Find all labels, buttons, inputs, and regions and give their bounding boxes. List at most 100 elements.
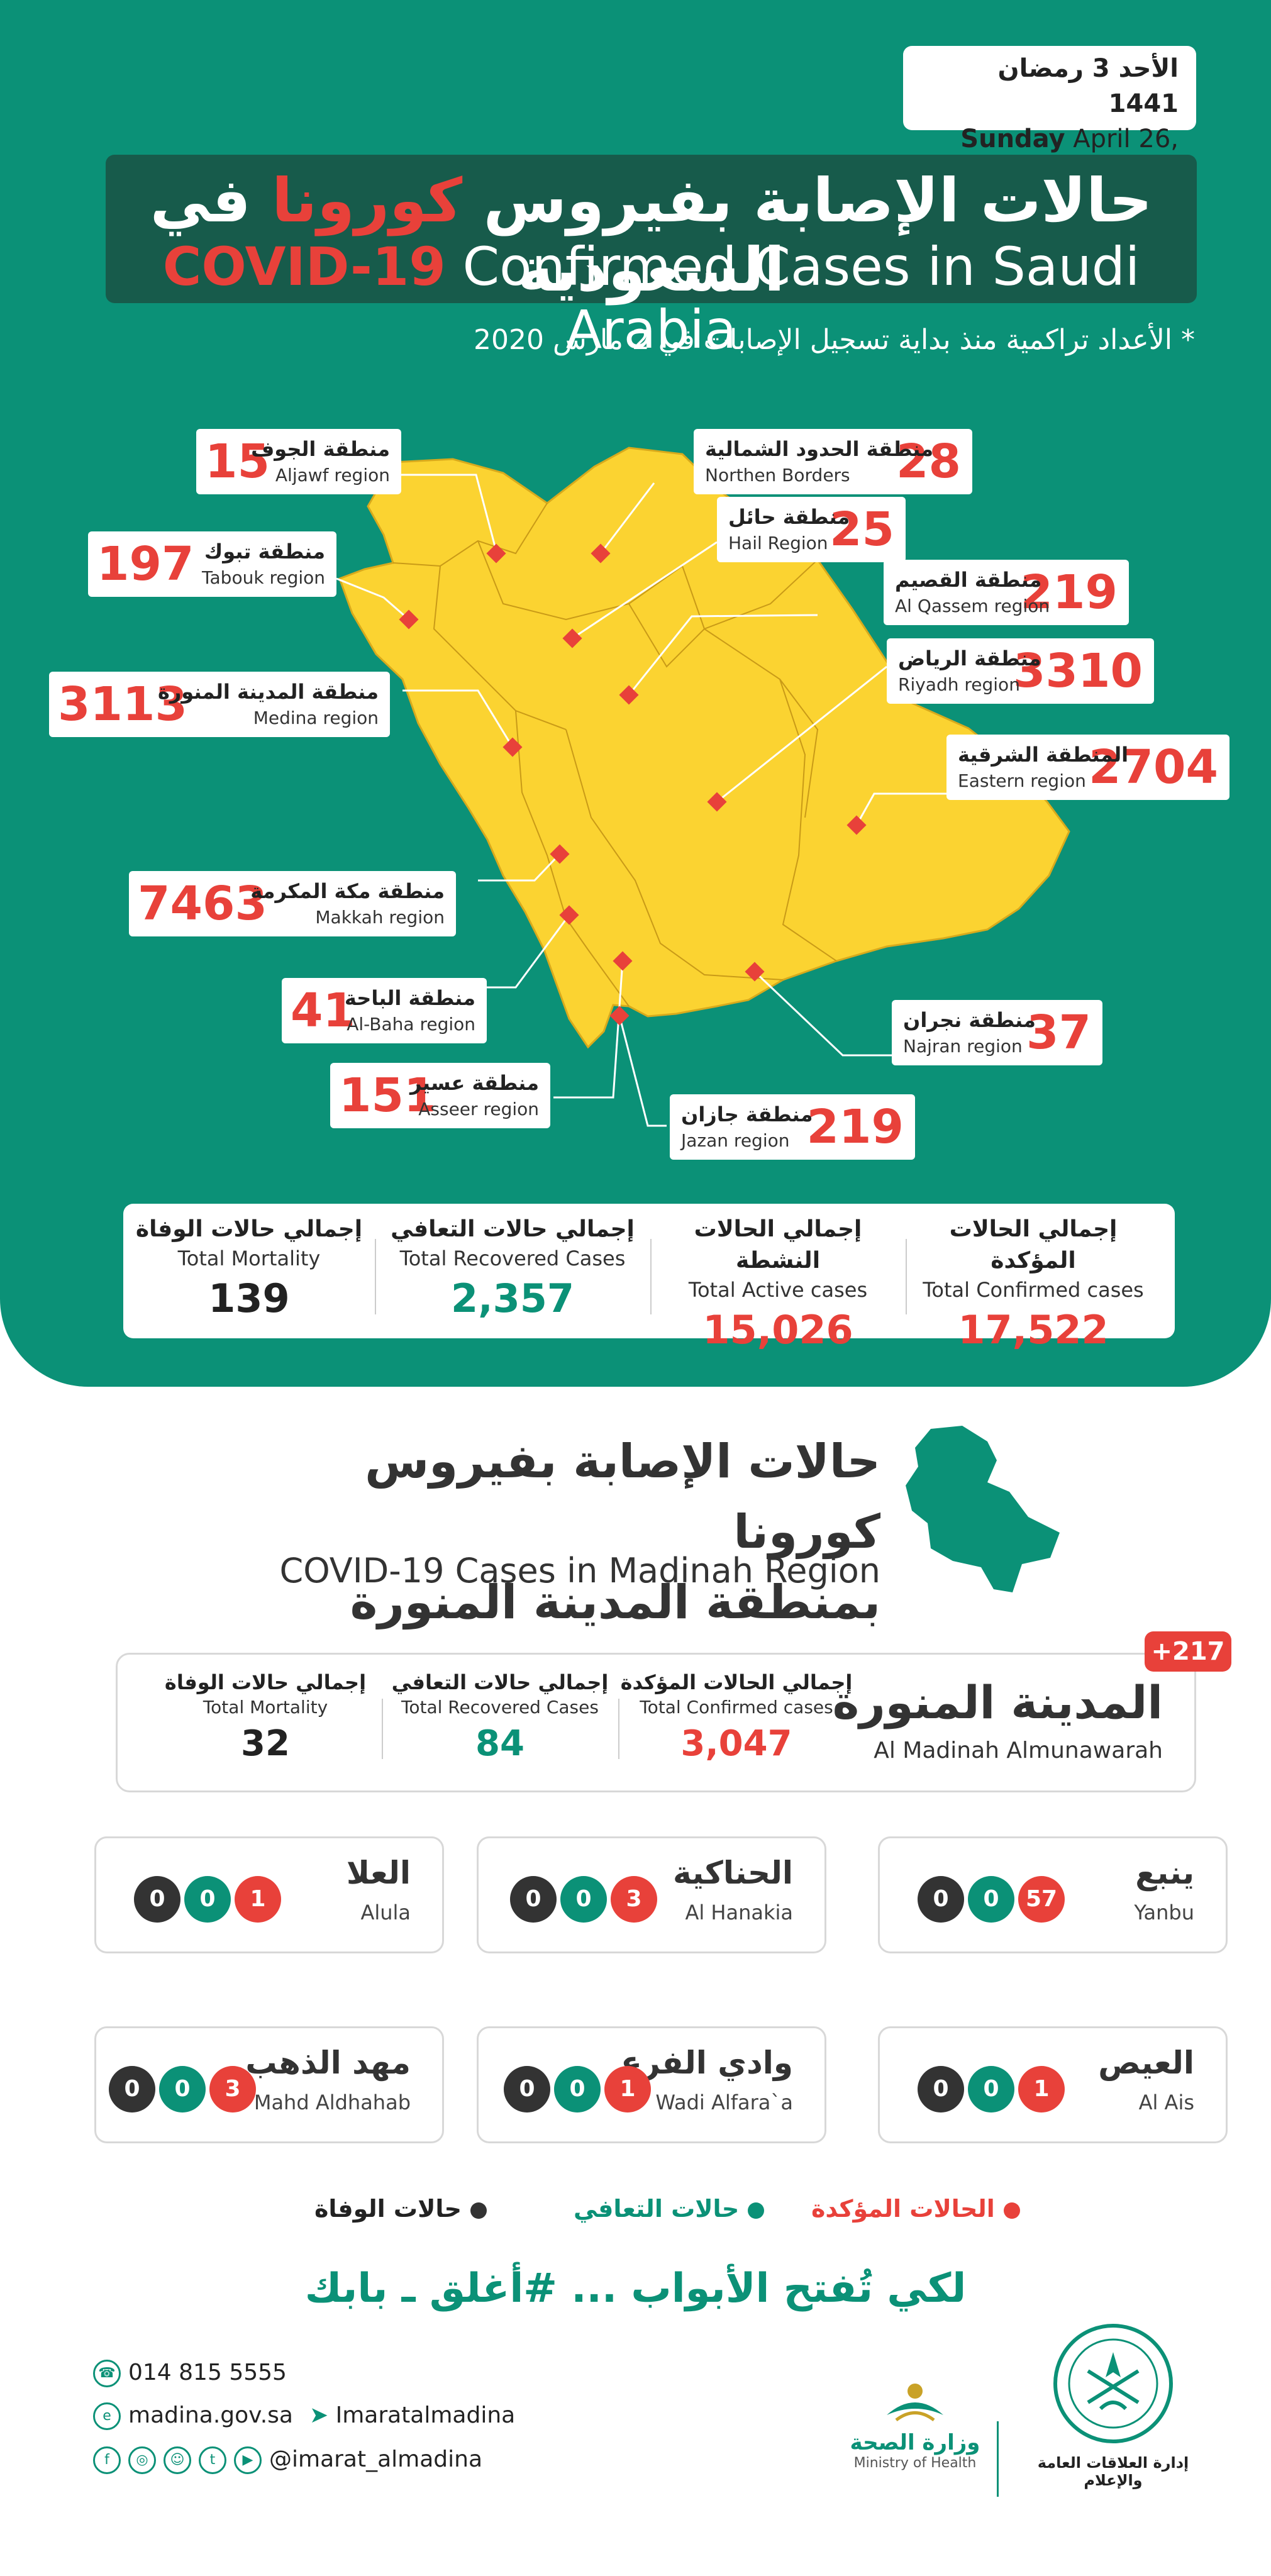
confirmed-dot: 1 xyxy=(235,1876,281,1923)
cumulative-note: * الأعداد تراكمية منذ بداية تسجيل الإصاب… xyxy=(474,324,1195,356)
stat-label-ar: إجمالي الحالات المؤكدة xyxy=(620,1670,853,1694)
region-borders xyxy=(392,502,837,1007)
emirate-seal-icon xyxy=(1053,2324,1173,2443)
governorate-name-ar: مهد الذهب xyxy=(245,2045,411,2081)
total-value: 2,357 xyxy=(450,1275,575,1321)
governorate-name-en: Al Hanakia xyxy=(685,1901,793,1924)
region-name-ar: المنطقة الشرقية xyxy=(958,743,1129,767)
governorate-alula: العلا Alula 1 0 0 xyxy=(94,1836,444,1953)
legend-label: حالات الوفاة xyxy=(314,2195,462,2223)
stat-label-en: Total Confirmed cases xyxy=(640,1697,833,1718)
confirmed-dot: 1 xyxy=(604,2066,651,2112)
title-english: COVID-19 Confirmed Cases in Saudi Arabia xyxy=(106,235,1197,361)
title-en-rest: Confirmed Cases in Saudi Arabia xyxy=(445,236,1140,360)
phone-text: 014 815 5555 xyxy=(128,2360,287,2385)
total-value: 15,026 xyxy=(702,1307,853,1353)
region-value: 2704 xyxy=(1089,740,1218,794)
recovered-dot: 0 xyxy=(554,2066,601,2112)
region-name-ar: منطقة نجران xyxy=(903,1008,1036,1032)
region-name-ar: منطقة تبوك xyxy=(204,540,325,564)
contact-phone[interactable]: ☎ 014 815 5555 xyxy=(93,2360,287,2387)
region-card-albaha: 41 منطقة الباحة Al-Baha region xyxy=(282,978,487,1043)
divider xyxy=(618,1699,619,1759)
total-label-en: Total Confirmed cases xyxy=(923,1278,1144,1302)
region-value: 219 xyxy=(1020,565,1118,619)
region-name-en: Northen Borders xyxy=(705,465,850,486)
recovered-dot: 0 xyxy=(184,1876,231,1923)
recovered-dot: 0 xyxy=(159,2066,206,2112)
madinah-mortality: إجمالي حالات الوفاة Total Mortality 32 xyxy=(149,1668,382,1769)
governorate-hanakia: الحناكية Al Hanakia 3 0 0 xyxy=(477,1836,826,1953)
region-card-makkah: 7463 منطقة مكة المكرمة Makkah region xyxy=(129,871,456,936)
website-text: madina.gov.sa xyxy=(128,2402,293,2428)
deaths-dot: 0 xyxy=(134,1876,180,1923)
confirmed-dot: 57 xyxy=(1018,1876,1065,1923)
governorate-name-en: Wadi Alfara`a xyxy=(655,2090,793,2114)
governorate-name-ar: العلا xyxy=(346,1855,411,1891)
region-card-najran: 37 منطقة نجران Najran region xyxy=(892,1000,1102,1065)
stat-label-en: Total Mortality xyxy=(203,1697,328,1718)
region-name-en: Tabouk region xyxy=(202,567,325,588)
region-value: 37 xyxy=(1026,1006,1091,1060)
total-active: إجمالي الحالات النشطة Total Active cases… xyxy=(650,1204,906,1353)
deaths-dot: 0 xyxy=(918,1876,964,1923)
region-name-ar: منطقة القصيم xyxy=(895,568,1042,592)
divider xyxy=(382,1699,383,1759)
governorate-name-en: Mahd Aldhahab xyxy=(253,2090,411,2114)
stat-label-ar: إجمالي حالات التعافي xyxy=(391,1670,609,1694)
total-confirmed: إجمالي الحالات المؤكدة Total Confirmed c… xyxy=(906,1204,1161,1353)
national-totals: إجمالي الحالات المؤكدة Total Confirmed c… xyxy=(123,1204,1175,1353)
region-card-hail: 25 منطقة حائل Hail Region xyxy=(717,497,906,562)
region-name-en: Aljawf region xyxy=(275,465,390,486)
region-name-ar: منطقة الباحة xyxy=(344,986,475,1010)
region-name-en: Jazan region xyxy=(681,1130,790,1151)
title-ar-highlight: كورونا xyxy=(272,165,463,236)
title-arabic: حالات الإصابة بفيروس كورونا في السعودية xyxy=(125,166,1178,304)
region-name-en: Al Qassem region xyxy=(895,596,1050,616)
stat-value: 3,047 xyxy=(680,1723,792,1764)
region-name-en: Eastern region xyxy=(958,770,1086,791)
title-ar-part2: في السعودية xyxy=(150,165,785,305)
recovered-dot: 0 xyxy=(560,1876,607,1923)
confirmed-dot: 1 xyxy=(1018,2066,1065,2112)
region-name-en: Al-Baha region xyxy=(347,1014,475,1035)
madinah-title-arabic: حالات الإصابة بفيروس كورونا بمنطقة المدي… xyxy=(239,1426,880,1638)
dept-name-ar: إدارة العلاقات العامة والإعلام xyxy=(1037,2454,1189,2489)
region-card-eastern: 2704 المنطقة الشرقية Eastern region xyxy=(946,735,1229,800)
region-value: 219 xyxy=(806,1100,904,1154)
region-card-jazan: 219 منطقة جازان Jazan region xyxy=(670,1094,915,1160)
region-name-en: Najran region xyxy=(903,1036,1023,1057)
web-icon: e xyxy=(93,2402,121,2430)
region-value: 25 xyxy=(830,502,894,557)
recovered-dot: 0 xyxy=(968,1876,1014,1923)
governorate-mahd-aldhahab: مهد الذهب Mahd Aldhahab 3 0 0 xyxy=(94,2026,444,2143)
confirmed-dot: 3 xyxy=(611,1876,657,1923)
madinah-city-ar: المدينة المنورة xyxy=(832,1676,1163,1729)
region-card-tabouk: 197 منطقة تبوك Tabouk region xyxy=(88,531,336,597)
total-label-en: Total Active cases xyxy=(688,1278,868,1302)
date-box: الأحد 3 رمضان 1441 Sunday April 26, 2020 xyxy=(903,46,1196,189)
contact-web[interactable]: e madina.gov.sa ➤ Imaratalmadina xyxy=(93,2402,515,2430)
phone-icon: ☎ xyxy=(93,2360,121,2387)
region-value: 3113 xyxy=(58,677,187,731)
region-card-aljawf: 15 منطقة الجوف Aljawf region xyxy=(196,429,401,494)
divider xyxy=(650,1239,652,1314)
region-name-ar: منطقة الرياض xyxy=(898,647,1041,670)
legend-recovered: حالات التعافي xyxy=(574,2195,765,2223)
stat-label-en: Total Recovered Cases xyxy=(401,1697,599,1718)
total-label-ar: إجمالي حالات الوفاة xyxy=(135,1216,363,1242)
weekday: Sunday xyxy=(960,125,1065,153)
deaths-dot: 0 xyxy=(109,2066,155,2112)
dept-logo: إدارة العلاقات العامة والإعلام xyxy=(1019,2321,1207,2489)
total-label-en: Total Mortality xyxy=(177,1246,321,1270)
governorate-name-en: Al Ais xyxy=(1138,2090,1194,2114)
madinah-map-icon xyxy=(906,1426,1060,1592)
legend-dot-green xyxy=(748,2202,765,2219)
confirmed-dot: 3 xyxy=(209,2066,256,2112)
contact-social[interactable]: f ◎ ☺ t ▶ @imarat_almadina xyxy=(93,2446,482,2474)
snapchat-icon: ☺ xyxy=(164,2446,191,2474)
stat-value: 32 xyxy=(241,1723,290,1764)
divider xyxy=(375,1239,376,1314)
legend-label: حالات التعافي xyxy=(574,2195,740,2223)
total-label-ar: إجمالي الحالات النشطة xyxy=(694,1216,862,1274)
